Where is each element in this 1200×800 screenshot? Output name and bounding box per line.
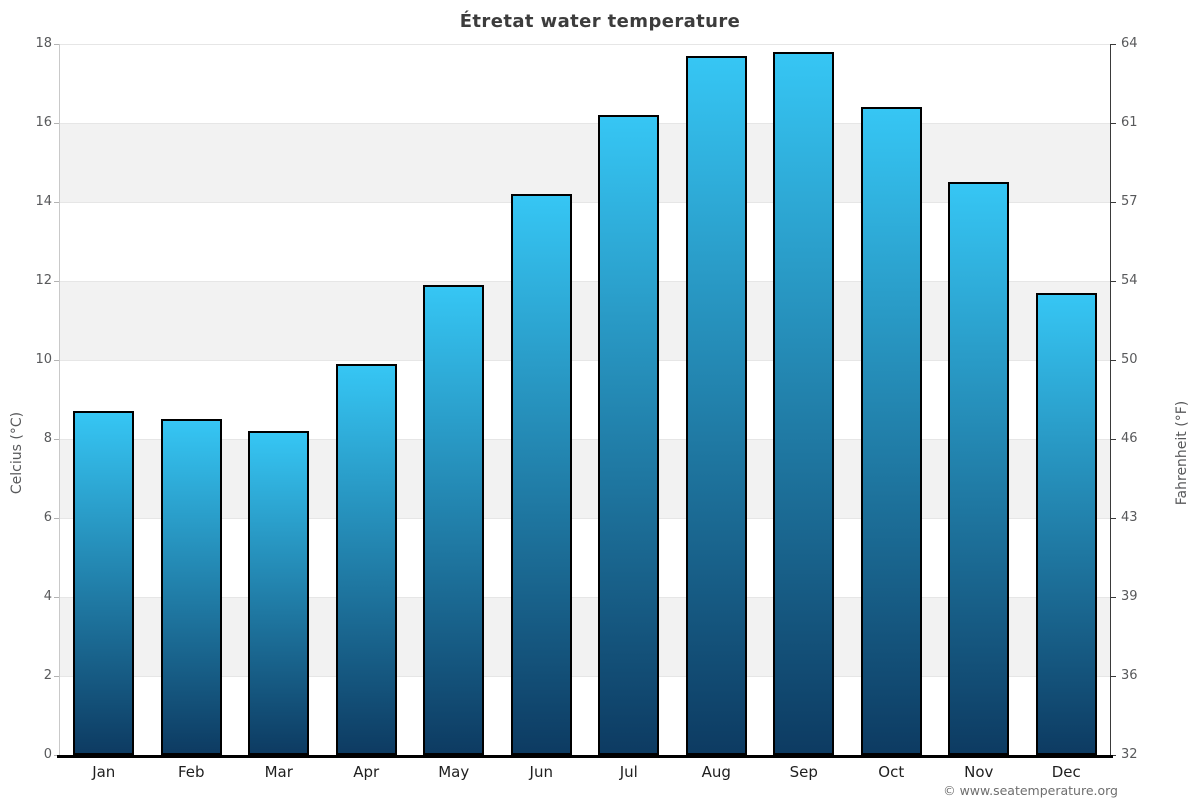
y-axis-left-tick-label: 0 (43, 747, 52, 762)
gridline (60, 438, 1110, 440)
x-axis-tick-label: Jul (619, 763, 638, 781)
x-axis-tick-label: Dec (1051, 763, 1081, 781)
gridline (60, 280, 1110, 282)
x-axis-tick-label: Nov (964, 763, 994, 781)
bar-feb (160, 419, 222, 755)
y-axis-right-tick-mark (1110, 201, 1116, 203)
y-axis-right-tick-mark (1110, 596, 1116, 598)
bar-sep (773, 51, 835, 755)
y-axis-left-tick-label: 6 (43, 510, 52, 525)
x-axis-tick-label: Jun (529, 763, 553, 781)
grid-band (60, 597, 1110, 676)
x-axis-tick-label: Oct (878, 763, 905, 781)
bar-dec (1035, 292, 1097, 755)
y-axis-right-tick-mark (1110, 754, 1116, 756)
y-axis-right-tick-label: 64 (1121, 36, 1138, 51)
gridline (60, 201, 1110, 203)
copyright-text: © www.seatemperature.org (943, 783, 1118, 798)
x-axis-tick-label: Feb (177, 763, 205, 781)
y-axis-left-title: Celcius (°C) (9, 411, 25, 495)
x-axis-tick-label: May (438, 763, 470, 781)
bar-jan (73, 411, 135, 755)
gridline (60, 675, 1110, 677)
x-axis-tick-label: Aug (701, 763, 731, 781)
x-axis-line (57, 755, 1113, 758)
y-axis-right-tick-label: 50 (1121, 352, 1138, 367)
y-axis-left-tick-label: 18 (35, 36, 52, 51)
y-axis-right-tick-label: 39 (1121, 589, 1138, 604)
y-axis-left-tick-label: 4 (43, 589, 52, 604)
x-axis-tick-label: Jan (92, 763, 116, 781)
y-axis-right-tick-mark (1110, 280, 1116, 282)
x-axis-tick-label: Mar (264, 763, 293, 781)
bar-may (423, 284, 485, 755)
y-axis-right-tick-mark (1110, 438, 1116, 440)
bar-mar (248, 431, 310, 755)
y-axis-right-tick-label: 46 (1121, 431, 1138, 446)
y-axis-left-tick-mark (54, 280, 60, 282)
bar-jun (510, 194, 572, 755)
y-axis-left-tick-mark (54, 201, 60, 203)
y-axis-left-tick-mark (54, 675, 60, 677)
y-axis-left-tick-mark (54, 596, 60, 598)
y-axis-left-tick-label: 16 (35, 115, 52, 130)
y-axis-right-tick-label: 54 (1121, 273, 1138, 288)
y-axis-right-tick-mark (1110, 675, 1116, 677)
gridline (60, 43, 1110, 45)
y-axis-right-tick-mark (1110, 359, 1116, 361)
y-axis-right-tick-mark (1110, 517, 1116, 519)
grid-band (60, 123, 1110, 202)
y-axis-right-tick-label: 36 (1121, 668, 1138, 683)
y-axis-left-tick-label: 12 (35, 273, 52, 288)
y-axis-right-tick-label: 57 (1121, 194, 1138, 209)
bar-jul (598, 115, 660, 755)
y-axis-left-tick-label: 2 (43, 668, 52, 683)
y-axis-right-title: Fahrenheit (°F) (1174, 400, 1190, 506)
y-axis-left-tick-mark (54, 43, 60, 45)
y-axis-left-tick-mark (54, 438, 60, 440)
grid-band (60, 281, 1110, 360)
y-axis-right-tick-label: 32 (1121, 747, 1138, 762)
bar-oct (860, 107, 922, 755)
y-axis-right-tick-label: 61 (1121, 115, 1138, 130)
gridline (60, 596, 1110, 598)
gridline (60, 359, 1110, 361)
gridline (60, 122, 1110, 124)
gridline (60, 517, 1110, 519)
y-axis-left-tick-mark (54, 359, 60, 361)
grid-band (60, 439, 1110, 518)
y-axis-left-tick-label: 8 (43, 431, 52, 446)
y-axis-left-tick-label: 10 (35, 352, 52, 367)
y-axis-left-tick-mark (54, 517, 60, 519)
bar-nov (948, 182, 1010, 755)
bar-apr (335, 363, 397, 755)
chart-title: Étretat water temperature (459, 11, 741, 32)
y-axis-right-tick-label: 43 (1121, 510, 1138, 525)
y-axis-right-line (1110, 44, 1111, 758)
y-axis-left-tick-mark (54, 122, 60, 124)
y-axis-right-tick-mark (1110, 43, 1116, 45)
y-axis-left-tick-label: 14 (35, 194, 52, 209)
y-axis-right-tick-mark (1110, 122, 1116, 124)
x-axis-tick-label: Sep (789, 763, 818, 781)
bar-aug (685, 55, 747, 755)
y-axis-left-line (59, 44, 60, 758)
x-axis-tick-label: Apr (353, 763, 380, 781)
